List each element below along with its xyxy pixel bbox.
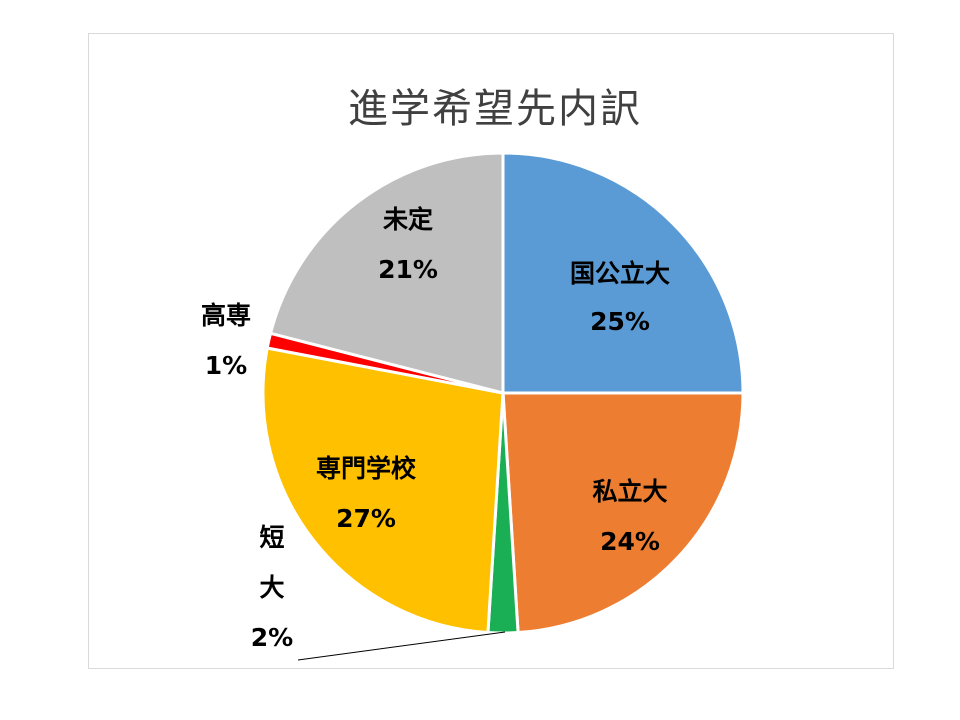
slice-label-value-3: 27% bbox=[336, 504, 396, 533]
pie-slice-0 bbox=[501, 151, 745, 395]
slice-label-name-4: 高専 bbox=[201, 301, 251, 330]
chart-title: 進学希望先内訳 bbox=[348, 86, 642, 132]
slice-label-value-1: 24% bbox=[600, 527, 660, 556]
slice-label-value-4: 1% bbox=[205, 351, 247, 380]
leader-line bbox=[297, 631, 506, 661]
pie-slice-1 bbox=[501, 391, 745, 635]
slice-label-name-2-1: 大 bbox=[259, 573, 284, 602]
slice-label-name-2-0: 短 bbox=[259, 523, 284, 552]
slice-label-value-2: 2% bbox=[251, 623, 293, 652]
slice-label-value-0: 25% bbox=[590, 307, 650, 336]
slice-label-name-1: 私立大 bbox=[592, 477, 667, 506]
slice-label-value-5: 21% bbox=[378, 255, 438, 284]
pie-slice-3 bbox=[261, 346, 505, 635]
slice-label-name-3: 専門学校 bbox=[316, 454, 417, 483]
pie-slice-5 bbox=[268, 151, 505, 395]
slice-label-name-0: 国公立大 bbox=[570, 259, 670, 288]
slice-label-name-5: 未定 bbox=[383, 205, 433, 234]
